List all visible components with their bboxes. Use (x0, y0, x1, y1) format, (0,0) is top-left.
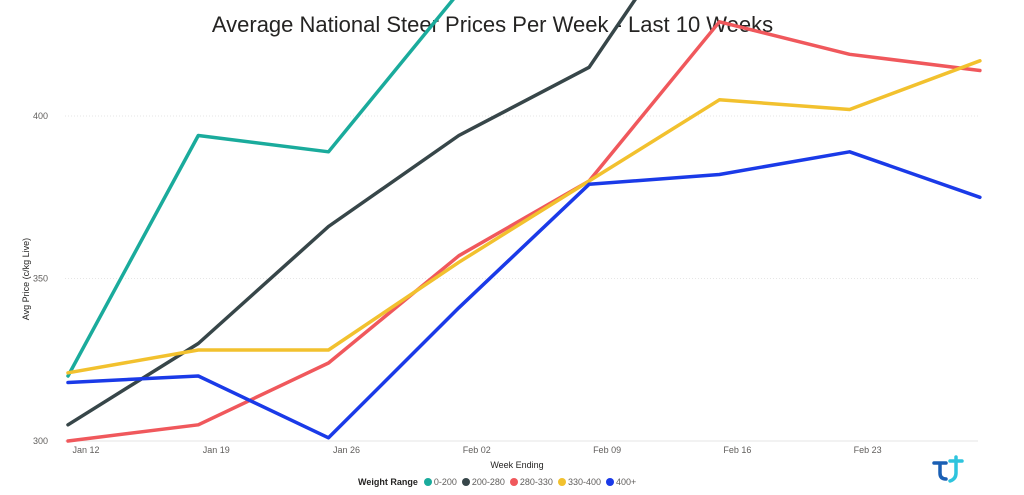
series-line-280-330 (66, 20, 982, 443)
series-line-200-280 (66, 0, 637, 427)
x-tick-label: Jan 12 (72, 445, 99, 455)
y-tick-label: 400 (33, 111, 48, 121)
legend-label: 280-330 (519, 477, 553, 487)
legend-title: Weight Range (358, 477, 418, 487)
legend: Weight Range 0-200 200-280 280-330 330-400 4… (358, 477, 641, 487)
legend-label: 400+ (615, 477, 637, 487)
series-line-400+ (66, 150, 982, 440)
series-line-0-200 (66, 0, 455, 378)
legend-item-200-280[interactable]: 200-280 (461, 477, 505, 487)
x-axis-ticks: Jan 12 Jan 19 Jan 26 Feb 02 Feb 09 Feb 16 Feb … (72, 445, 881, 455)
legend-dot-icon (509, 478, 518, 486)
legend-label: 200-280 (471, 477, 505, 487)
legend-label: 0-200 (433, 477, 457, 487)
gridlines (65, 115, 978, 442)
chart-title: Average National Steer Prices Per Week -… (211, 12, 774, 37)
legend-dot-icon (423, 478, 432, 486)
y-tick-label: 300 (33, 436, 48, 446)
legend-dot-icon (557, 478, 566, 486)
legend-item-330-400[interactable]: 330-400 (557, 477, 601, 487)
series-lines (66, 0, 982, 443)
x-tick-label: Feb 23 (854, 445, 882, 455)
x-axis-title: Week Ending (490, 460, 543, 470)
legend-label: 330-400 (567, 477, 601, 487)
brand-logo-icon (932, 455, 964, 483)
x-tick-label: Jan 19 (203, 445, 230, 455)
x-tick-label: Feb 02 (463, 445, 491, 455)
legend-item-280-330[interactable]: 280-330 (509, 477, 553, 487)
y-axis-title: Avg Price (c/kg Live) (21, 238, 31, 320)
y-axis-ticks: 300350400450500 (33, 111, 48, 446)
legend-item-400+[interactable]: 400+ (605, 477, 637, 487)
legend-dot-icon (461, 478, 470, 486)
x-tick-label: Feb 16 (723, 445, 751, 455)
legend-dot-icon (605, 478, 614, 486)
series-line-330-400 (66, 59, 982, 375)
legend-item-0-200[interactable]: 0-200 (423, 477, 457, 487)
y-tick-label: 350 (33, 274, 48, 284)
x-tick-label: Jan 26 (333, 445, 360, 455)
x-tick-label: Feb 09 (593, 445, 621, 455)
